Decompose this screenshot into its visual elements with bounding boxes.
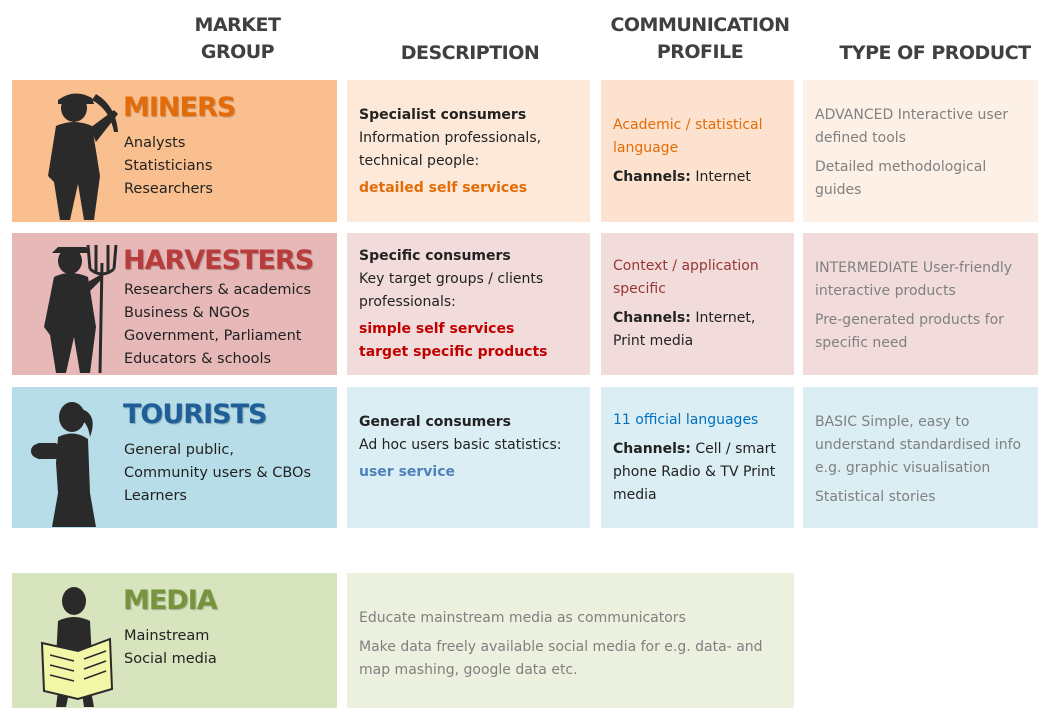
group-name: MEDIA [123, 585, 218, 616]
member: Analysts [124, 135, 186, 151]
members: Researchers & academics Business & NGOs … [124, 279, 311, 371]
group-cell: MINERS Analysts Statisticians Researcher… [12, 80, 337, 222]
communication-cell: 11 official languages Channels: Cell / s… [601, 387, 794, 528]
product: Pre-generated products for specific need [815, 312, 1004, 351]
media-icon [40, 587, 114, 707]
channels: Channels: Cell / smart phone Radio & TV … [613, 438, 786, 507]
communication-cell: Academic / statistical language Channels… [601, 80, 794, 222]
member: Mainstream [124, 628, 210, 644]
channels: Channels: Internet [613, 166, 786, 189]
member: Researchers & academics [124, 282, 312, 298]
product: BASIC Simple, easy to understand standar… [815, 414, 1022, 476]
member: Learners [124, 488, 187, 504]
channels-value: Cell / smart phone Radio & TV Print medi… [613, 441, 776, 503]
member: Researchers [124, 181, 213, 197]
language: Academic / statistical language [613, 117, 763, 156]
member: Statisticians [124, 158, 213, 174]
group-name: TOURISTS [123, 399, 267, 430]
highlight: user service [359, 464, 456, 480]
members: General public, Community users & CBOs L… [124, 439, 311, 508]
channels-label: Channels: [613, 310, 691, 326]
product: Detailed methodological guides [815, 159, 987, 198]
media-notes-cell: Educate mainstream media as communicator… [347, 573, 794, 708]
description-text: Key target groups / clients professional… [359, 271, 544, 310]
group-name: MINERS [123, 92, 236, 123]
product: INTERMEDIATE User-friendly interactive p… [815, 260, 1013, 299]
description-heading: Specialist consumers [359, 107, 527, 123]
header: MARKET GROUP [194, 14, 281, 63]
tourist-icon [31, 402, 96, 527]
member: Government, Parliament [124, 328, 302, 344]
miner-icon [48, 93, 118, 220]
language: 11 official languages [613, 412, 759, 428]
group-cell: HARVESTERS Researchers & academics Busin… [12, 233, 337, 375]
description-heading: General consumers [359, 414, 511, 430]
communication-cell: Context / application specific Channels:… [601, 233, 794, 375]
channels-label: Channels: [613, 441, 691, 457]
description-text: Ad hoc users basic statistics: [359, 437, 562, 453]
member: Community users & CBOs [124, 465, 312, 481]
members: Analysts Statisticians Researchers [124, 132, 213, 201]
description-cell: Specific consumers Key target groups / c… [347, 233, 590, 375]
product: ADVANCED Interactive user defined tools [815, 107, 1009, 146]
header: TYPE OF PRODUCT [839, 42, 1031, 64]
description-text: Information professionals, technical peo… [359, 130, 542, 169]
group-cell: MEDIA Mainstream Social media [12, 573, 337, 708]
highlight: target specific products [359, 344, 548, 360]
member: Educators & schools [124, 351, 272, 367]
channels-label: Channels: [613, 169, 691, 185]
header: DESCRIPTION [400, 42, 540, 64]
member: General public, [124, 442, 234, 458]
members: Mainstream Social media [124, 625, 217, 671]
language: Context / application specific [613, 258, 759, 297]
channels-value: Internet, Print media [613, 310, 756, 349]
description-cell: Specialist consumers Information profess… [347, 80, 590, 222]
harvester-icon [44, 244, 118, 373]
member: Business & NGOs [124, 305, 250, 321]
group-cell: TOURISTS General public, Community users… [12, 387, 337, 528]
highlight: simple self services [359, 321, 515, 337]
group-name: HARVESTERS [123, 245, 314, 276]
media-note: Make data freely available social media … [359, 639, 763, 678]
media-note: Educate mainstream media as communicator… [359, 610, 686, 626]
channels: Channels: Internet, Print media [613, 307, 786, 353]
product-cell: BASIC Simple, easy to understand standar… [803, 387, 1038, 528]
product-cell: INTERMEDIATE User-friendly interactive p… [803, 233, 1038, 375]
description-heading: Specific consumers [359, 248, 511, 264]
description-cell: General consumers Ad hoc users basic sta… [347, 387, 590, 528]
channels-value: Internet [695, 169, 751, 185]
header: COMMUNICATION PROFILE [610, 14, 790, 63]
product-cell: ADVANCED Interactive user defined tools … [803, 80, 1038, 222]
product: Statistical stories [815, 489, 936, 505]
highlight: detailed self services [359, 180, 528, 196]
member: Social media [124, 651, 217, 667]
